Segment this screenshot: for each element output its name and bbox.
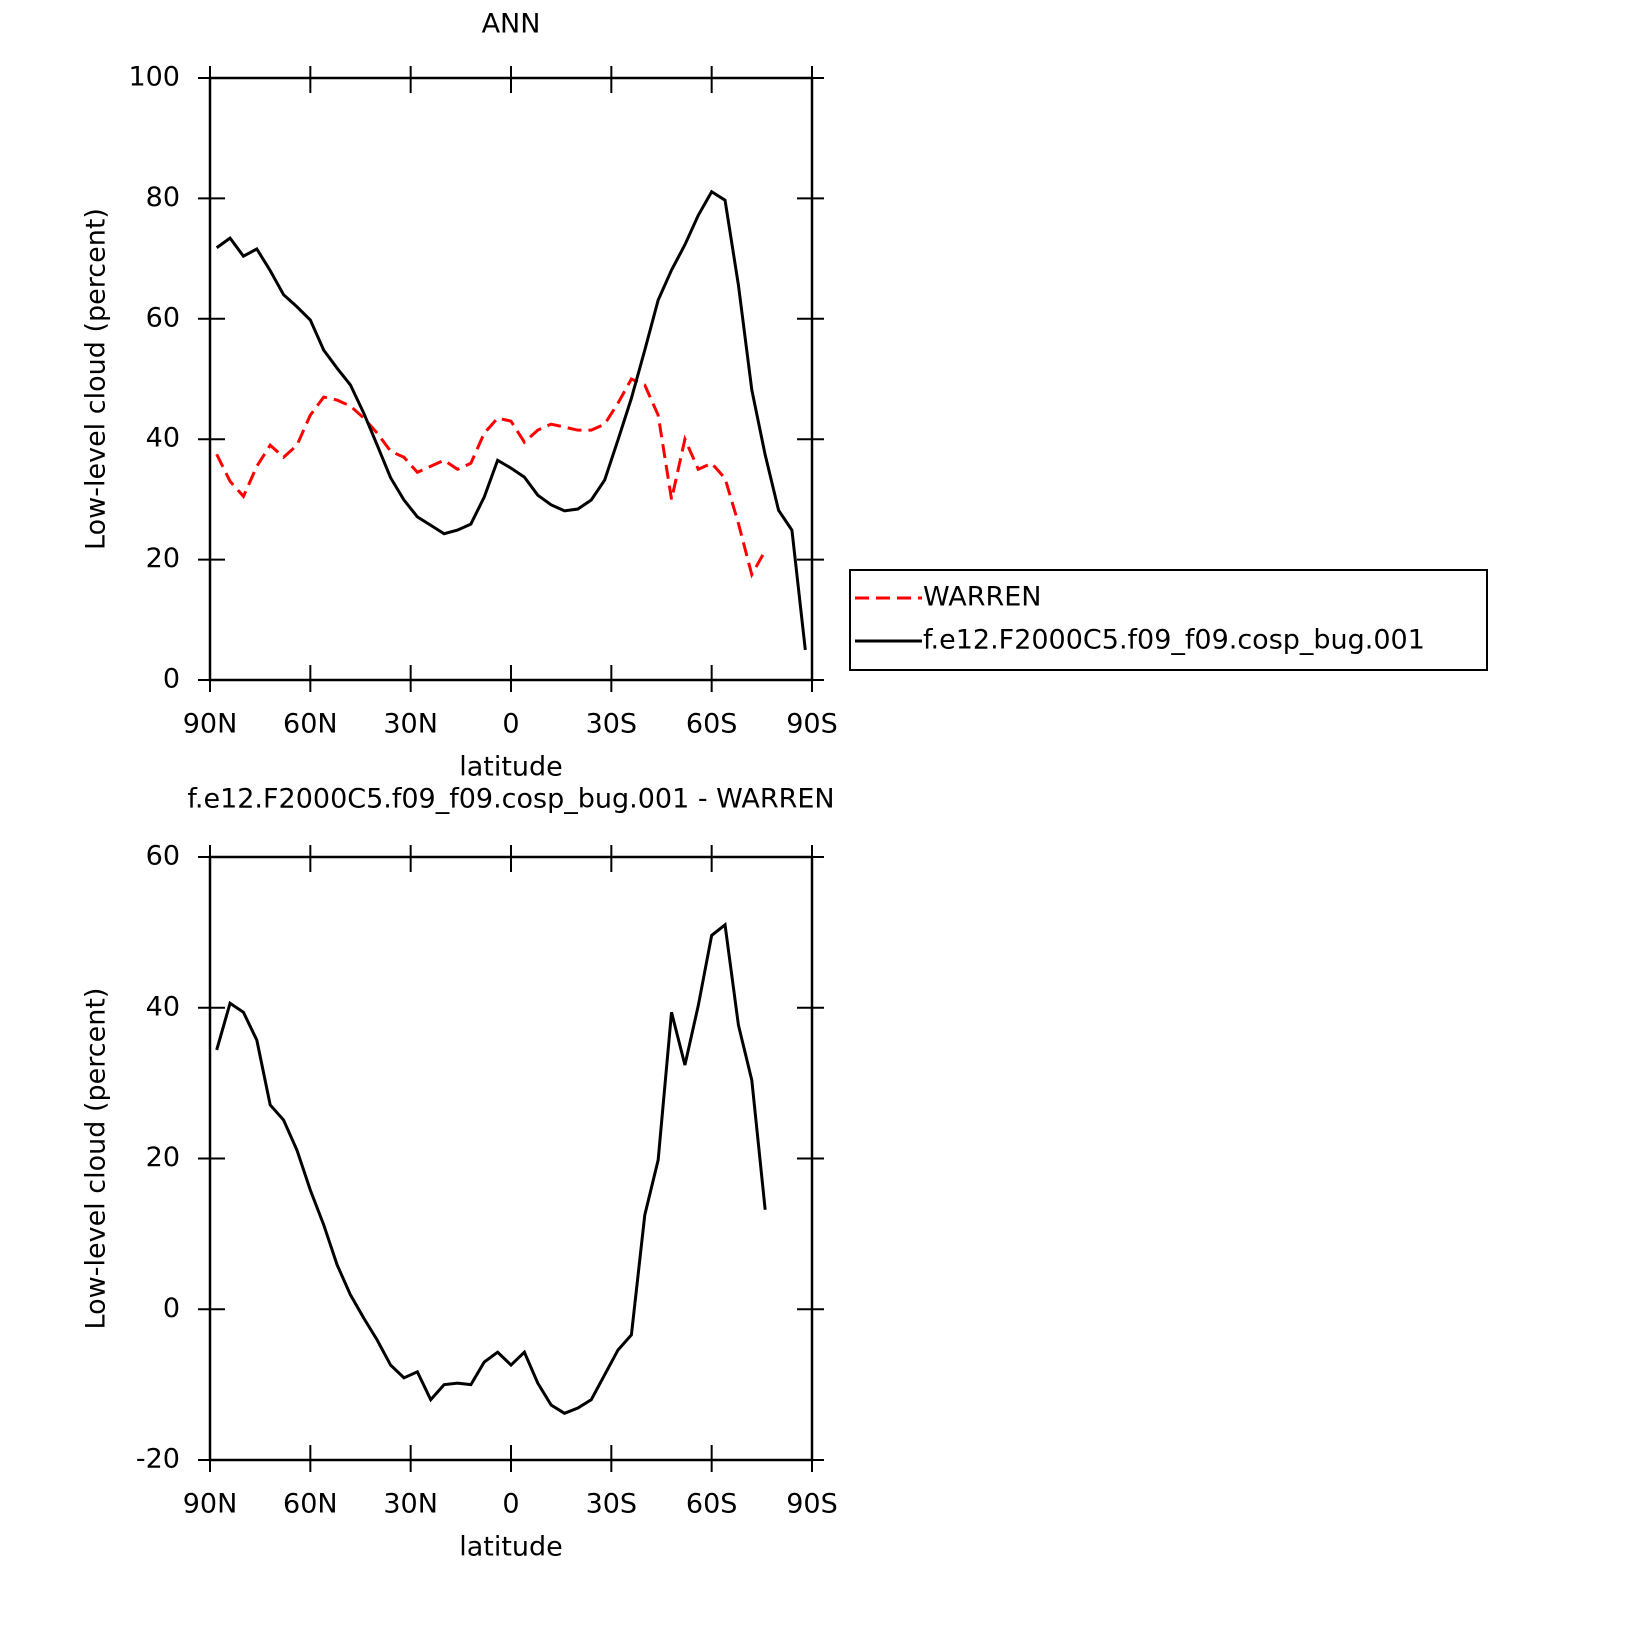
x-tick-label: 60N: [283, 709, 338, 740]
y-tick-label: 0: [163, 664, 180, 695]
y-tick-label: -20: [136, 1444, 180, 1475]
y-tick-label: 20: [146, 543, 180, 574]
x-axis-label: latitude: [459, 1532, 563, 1563]
y-axis-label: Low-level cloud (percent): [81, 988, 112, 1330]
data-line: [215, 377, 767, 579]
y-tick-label: 100: [128, 62, 180, 93]
y-tick-label: 40: [146, 991, 180, 1022]
x-tick-label: 60S: [686, 709, 738, 740]
legend-box: [849, 569, 1488, 671]
x-tick-label: 30S: [586, 1489, 638, 1520]
plot-frame: [208, 76, 814, 682]
y-axis-label: Low-level cloud (percent): [81, 208, 112, 550]
y-tick-label: 60: [146, 841, 180, 872]
x-tick-label: 90N: [183, 709, 238, 740]
legend-label: WARREN: [923, 582, 1041, 613]
x-tick-label: 0: [502, 709, 519, 740]
y-tick-label: 0: [163, 1293, 180, 1324]
x-tick-label: 30N: [383, 1489, 438, 1520]
data-line: [215, 922, 767, 1415]
y-tick-label: 60: [146, 302, 180, 333]
x-tick-label: 90S: [786, 1489, 838, 1520]
y-tick-label: 20: [146, 1142, 180, 1173]
x-tick-label: 60S: [686, 1489, 738, 1520]
x-tick-label: 90N: [183, 1489, 238, 1520]
legend-label: f.e12.F2000C5.f09_f09.cosp_bug.001: [923, 625, 1425, 656]
chart-title: f.e12.F2000C5.f09_f09.cosp_bug.001 - WAR…: [187, 784, 834, 815]
legend: WARREN f.e12.F2000C5.f09_f09.cosp_bug.001: [849, 569, 1488, 671]
x-tick-label: 30N: [383, 709, 438, 740]
x-tick-label: 90S: [786, 709, 838, 740]
y-tick-label: 40: [146, 423, 180, 454]
chart-title: ANN: [482, 9, 541, 40]
data-line: [215, 189, 807, 651]
x-axis-label: latitude: [459, 752, 563, 783]
plot-frame: [208, 855, 814, 1462]
x-tick-label: 0: [502, 1489, 519, 1520]
x-tick-label: 30S: [586, 709, 638, 740]
x-tick-label: 60N: [283, 1489, 338, 1520]
y-tick-label: 80: [146, 182, 180, 213]
